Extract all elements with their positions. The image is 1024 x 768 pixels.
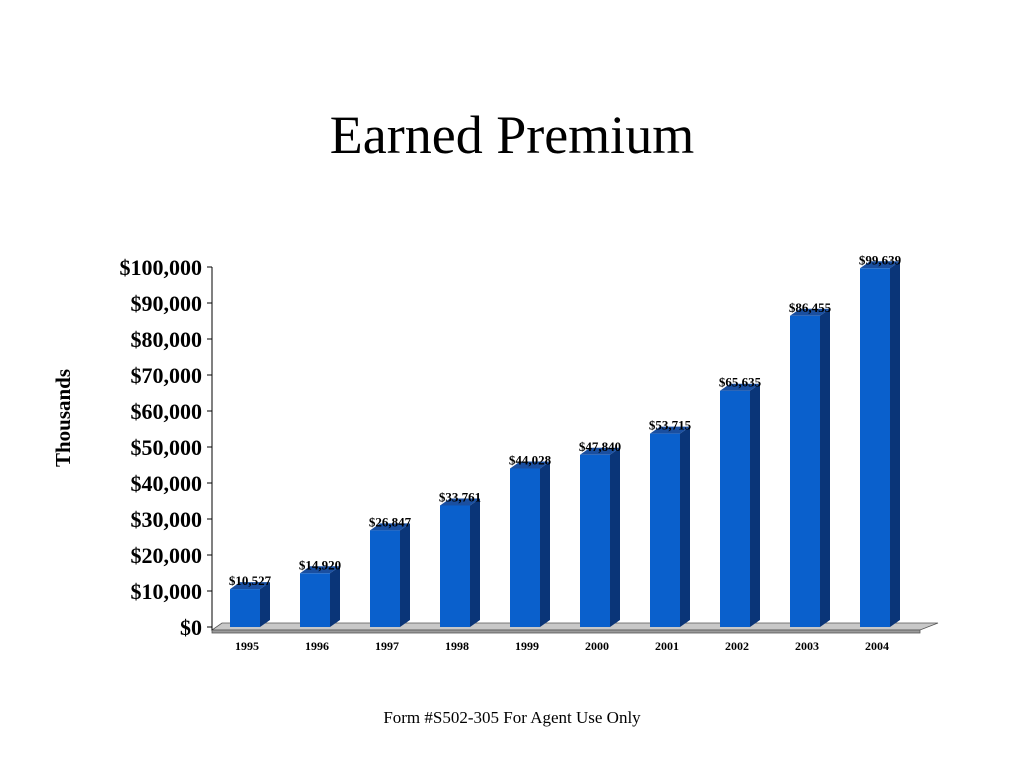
y-tick-label: $10,000 <box>131 579 203 604</box>
bar-top <box>230 582 270 590</box>
bar-top <box>300 566 340 574</box>
x-tick-label: 1995 <box>235 639 259 653</box>
data-label: $33,761 <box>439 489 481 504</box>
x-tick-label: 1997 <box>375 639 399 653</box>
bar-front <box>440 505 470 627</box>
y-tick-label: $20,000 <box>131 543 203 568</box>
bar-top <box>370 523 410 531</box>
x-tick-label: 1998 <box>445 639 469 653</box>
x-tick-label: 2000 <box>585 639 609 653</box>
bar <box>650 426 690 627</box>
bar <box>370 523 410 627</box>
y-tick-label: $0 <box>180 615 202 640</box>
bar-side <box>610 447 620 627</box>
y-tick-label: $50,000 <box>131 435 203 460</box>
data-labels: $10,527 $14,920 $26,847 $33,761 $44,028 $47,8… <box>229 252 902 588</box>
bar-side <box>820 308 830 627</box>
y-tick-label: $90,000 <box>131 291 203 316</box>
y-tick-label: $70,000 <box>131 363 203 388</box>
y-tick-label: $100,000 <box>120 255 203 280</box>
data-label: $99,639 <box>859 252 902 267</box>
bar-top <box>790 308 830 316</box>
data-label: $10,527 <box>229 573 272 588</box>
bar-top <box>440 498 480 506</box>
bar-top <box>650 426 690 434</box>
footer-note: Form #S502-305 For Agent Use Only <box>383 708 641 727</box>
data-label: $53,715 <box>649 418 692 433</box>
y-tick-label: $60,000 <box>131 399 203 424</box>
bar-side <box>470 498 480 627</box>
bar <box>510 461 550 627</box>
bar-front <box>860 268 890 627</box>
data-label: $14,920 <box>299 557 341 572</box>
x-axis-labels: 1995 1996 1997 1998 1999 2000 2001 2002 2003 2004 <box>235 639 889 653</box>
bar-side <box>400 523 410 627</box>
bars <box>230 261 900 627</box>
bar-side <box>680 426 690 627</box>
bar-top <box>860 261 900 269</box>
y-tick-label: $40,000 <box>131 471 203 496</box>
bar <box>440 498 480 627</box>
x-tick-label: 1996 <box>305 639 329 653</box>
y-axis: $0 $10,000 $20,000 $30,000 $40,000 $50,000 $60… <box>120 255 213 640</box>
data-label: $47,840 <box>579 439 621 454</box>
bar-side <box>260 582 270 627</box>
bar <box>790 308 830 627</box>
x-tick-label: 2003 <box>795 639 819 653</box>
bar-side <box>750 383 760 627</box>
data-label: $44,028 <box>509 452 552 467</box>
bar-top <box>510 461 550 469</box>
x-tick-label: 2001 <box>655 639 679 653</box>
data-label: $86,455 <box>789 300 832 315</box>
data-label: $26,847 <box>369 514 412 529</box>
bar-front <box>790 315 820 627</box>
y-tick-label: $80,000 <box>131 327 203 352</box>
bar-side <box>540 461 550 627</box>
bar-side <box>330 566 340 627</box>
bar-front <box>510 468 540 627</box>
bar-top <box>580 447 620 455</box>
bar-front <box>300 573 330 627</box>
bar-front <box>650 433 680 627</box>
x-tick-label: 1999 <box>515 639 539 653</box>
bar-front <box>720 390 750 627</box>
bar-front <box>230 589 260 627</box>
bar <box>580 447 620 627</box>
bar-front <box>580 454 610 627</box>
bar-side <box>890 261 900 627</box>
bar <box>720 383 760 627</box>
y-axis-title: Thousands <box>51 369 75 467</box>
bar-chart: $0 $10,000 $20,000 $30,000 $40,000 $50,000 $60… <box>51 252 939 653</box>
bar <box>860 261 900 627</box>
data-label: $65,635 <box>719 375 762 390</box>
bar <box>300 566 340 627</box>
x-tick-label: 2004 <box>865 639 889 653</box>
bar <box>230 582 270 627</box>
bar-top <box>720 383 760 391</box>
y-tick-label: $30,000 <box>131 507 203 532</box>
floor-front <box>211 629 921 634</box>
x-tick-label: 2002 <box>725 639 749 653</box>
slide-title: Earned Premium <box>329 105 695 165</box>
bar-front <box>370 530 400 627</box>
